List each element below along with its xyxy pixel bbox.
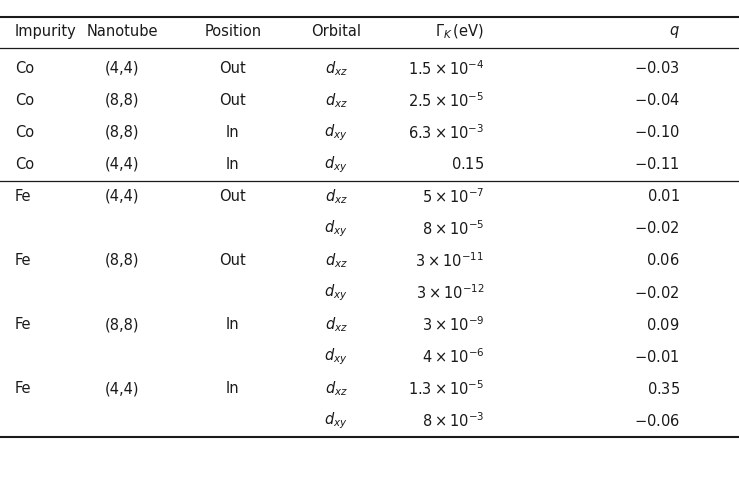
Text: $0.35$: $0.35$ xyxy=(647,381,680,397)
Text: Nanotube: Nanotube xyxy=(86,24,157,39)
Text: In: In xyxy=(226,381,239,396)
Text: $d_{xy}$: $d_{xy}$ xyxy=(324,218,348,239)
Text: (8,8): (8,8) xyxy=(105,93,139,108)
Text: $d_{xz}$: $d_{xz}$ xyxy=(325,91,347,110)
Text: $d_{xy}$: $d_{xy}$ xyxy=(324,282,348,303)
Text: $0.01$: $0.01$ xyxy=(647,188,680,205)
Text: $\Gamma_K\,\mathrm{(eV)}$: $\Gamma_K\,\mathrm{(eV)}$ xyxy=(435,23,484,41)
Text: $d_{xy}$: $d_{xy}$ xyxy=(324,122,348,143)
Text: Fe: Fe xyxy=(15,253,31,268)
Text: In: In xyxy=(226,125,239,140)
Text: Out: Out xyxy=(219,93,246,108)
Text: Co: Co xyxy=(15,93,34,108)
Text: $3 \times 10^{-11}$: $3 \times 10^{-11}$ xyxy=(415,251,484,270)
Text: $-0.10$: $-0.10$ xyxy=(634,124,680,140)
Text: $3 \times 10^{-9}$: $3 \times 10^{-9}$ xyxy=(422,315,484,334)
Text: Orbital: Orbital xyxy=(311,24,361,39)
Text: $8 \times 10^{-5}$: $8 \times 10^{-5}$ xyxy=(422,219,484,238)
Text: $-0.03$: $-0.03$ xyxy=(634,60,680,76)
Text: $1.3 \times 10^{-5}$: $1.3 \times 10^{-5}$ xyxy=(408,379,484,398)
Text: (4,4): (4,4) xyxy=(105,157,139,172)
Text: Impurity: Impurity xyxy=(15,24,77,39)
Text: Fe: Fe xyxy=(15,381,31,396)
Text: $-0.04$: $-0.04$ xyxy=(634,92,680,108)
Text: Out: Out xyxy=(219,253,246,268)
Text: In: In xyxy=(226,157,239,172)
Text: $d_{xz}$: $d_{xz}$ xyxy=(325,315,347,334)
Text: $-0.11$: $-0.11$ xyxy=(635,156,680,172)
Text: $8 \times 10^{-3}$: $8 \times 10^{-3}$ xyxy=(422,411,484,430)
Text: $d_{xy}$: $d_{xy}$ xyxy=(324,154,348,175)
Text: $6.3 \times 10^{-3}$: $6.3 \times 10^{-3}$ xyxy=(408,123,484,142)
Text: $-0.01$: $-0.01$ xyxy=(635,349,680,365)
Text: (8,8): (8,8) xyxy=(105,253,139,268)
Text: (4,4): (4,4) xyxy=(105,61,139,76)
Text: $-0.02$: $-0.02$ xyxy=(635,285,680,300)
Text: Co: Co xyxy=(15,157,34,172)
Text: Out: Out xyxy=(219,61,246,76)
Text: Fe: Fe xyxy=(15,189,31,204)
Text: $5 \times 10^{-7}$: $5 \times 10^{-7}$ xyxy=(422,187,484,206)
Text: $d_{xz}$: $d_{xz}$ xyxy=(325,59,347,78)
Text: (4,4): (4,4) xyxy=(105,381,139,396)
Text: In: In xyxy=(226,317,239,332)
Text: $0.15$: $0.15$ xyxy=(451,156,484,172)
Text: $d_{xy}$: $d_{xy}$ xyxy=(324,346,348,367)
Text: $d_{xy}$: $d_{xy}$ xyxy=(324,411,348,431)
Text: $0.09$: $0.09$ xyxy=(647,317,680,332)
Text: $3 \times 10^{-12}$: $3 \times 10^{-12}$ xyxy=(415,283,484,302)
Text: $d_{xz}$: $d_{xz}$ xyxy=(325,379,347,398)
Text: $0.06$: $0.06$ xyxy=(646,252,680,269)
Text: (4,4): (4,4) xyxy=(105,189,139,204)
Text: (8,8): (8,8) xyxy=(105,317,139,332)
Text: $-0.06$: $-0.06$ xyxy=(634,413,680,429)
Text: (8,8): (8,8) xyxy=(105,125,139,140)
Text: Co: Co xyxy=(15,61,34,76)
Text: Co: Co xyxy=(15,125,34,140)
Text: $d_{xz}$: $d_{xz}$ xyxy=(325,251,347,270)
Text: Position: Position xyxy=(204,24,262,39)
Text: Fe: Fe xyxy=(15,317,31,332)
Text: Out: Out xyxy=(219,189,246,204)
Text: $1.5 \times 10^{-4}$: $1.5 \times 10^{-4}$ xyxy=(408,59,484,78)
Text: $-0.02$: $-0.02$ xyxy=(635,220,680,237)
Text: $q$: $q$ xyxy=(669,24,680,40)
Text: $4 \times 10^{-6}$: $4 \times 10^{-6}$ xyxy=(421,347,484,366)
Text: $d_{xz}$: $d_{xz}$ xyxy=(325,187,347,206)
Text: $2.5 \times 10^{-5}$: $2.5 \times 10^{-5}$ xyxy=(408,91,484,110)
